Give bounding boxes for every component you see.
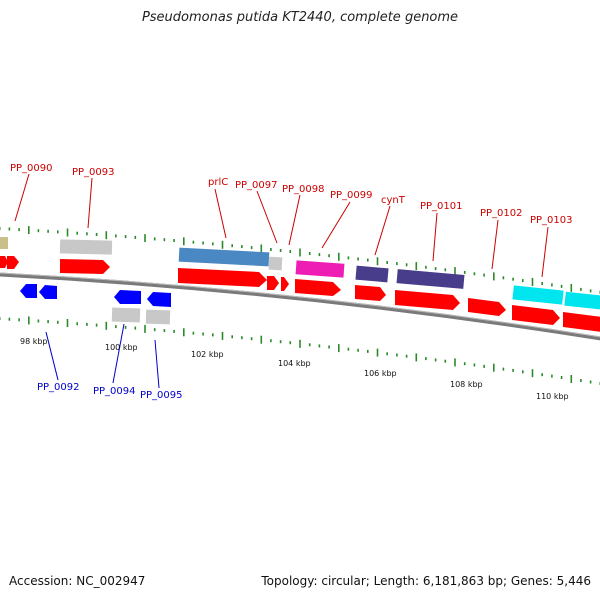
- leader-line: [321, 201, 351, 249]
- gene-label-PP_0097[interactable]: PP_0097: [235, 180, 278, 191]
- cds-arrow[interactable]: [355, 285, 386, 301]
- gene-bar-cyan-edge[interactable]: [564, 291, 600, 311]
- leader-line: [87, 177, 93, 229]
- gene-bar-gray-reverse[interactable]: [145, 309, 171, 325]
- gene-label-PP_0094[interactable]: PP_0094: [93, 386, 136, 397]
- leader-line: [45, 331, 59, 381]
- cds-arrow[interactable]: [7, 256, 19, 269]
- reverse-cds-track: [20, 284, 171, 325]
- gene-bar-navy[interactable]: [355, 265, 389, 283]
- gene-bar-magenta[interactable]: [295, 260, 345, 278]
- leader-line: [288, 194, 301, 246]
- gene-label-PP_0099[interactable]: PP_0099: [330, 190, 373, 201]
- gene-label-cynT[interactable]: cynT: [381, 195, 406, 206]
- gene-bar-gray[interactable]: [59, 239, 113, 255]
- gene-bar-gray-small[interactable]: [268, 256, 283, 271]
- gene-label-PP_0103[interactable]: PP_0103: [530, 215, 573, 226]
- gene-label-PP_0098[interactable]: PP_0098: [282, 184, 325, 195]
- kbp-label: 108 kbp: [450, 380, 483, 389]
- accession-text: Accession: NC_002947: [9, 574, 146, 588]
- cds-arrow[interactable]: [178, 268, 267, 287]
- kbp-label: 104 kbp: [278, 359, 311, 368]
- gene-bar-steelblue[interactable]: [178, 247, 270, 267]
- gene-label-PP_0093[interactable]: PP_0093: [72, 167, 115, 178]
- cds-arrow[interactable]: [468, 298, 506, 316]
- lower-tick-track: [0, 316, 600, 385]
- gene-label-PP_0102[interactable]: PP_0102: [480, 208, 523, 219]
- cds-reverse-arrow[interactable]: [20, 284, 37, 298]
- feature-track: [0, 237, 600, 311]
- cds-arrow[interactable]: [395, 290, 460, 310]
- map-title: Pseudomonas putida KT2440, complete geno…: [141, 10, 459, 25]
- cds-arrow[interactable]: [563, 312, 600, 333]
- cds-reverse-arrow[interactable]: [114, 290, 141, 304]
- leader-line: [214, 188, 227, 239]
- gene-label-PP_0101[interactable]: PP_0101: [420, 201, 463, 212]
- gene-bar-cyan[interactable]: [512, 285, 564, 305]
- cds-arrow[interactable]: [267, 276, 279, 290]
- leader-line: [256, 190, 278, 244]
- gene-bar-navy-long[interactable]: [396, 269, 465, 289]
- kbp-label: 110 kbp: [536, 392, 569, 401]
- leader-line: [432, 212, 438, 262]
- leader-line: [112, 323, 125, 384]
- cds-reverse-arrow[interactable]: [147, 292, 171, 307]
- genome-summary-text: Topology: circular; Length: 6,181,863 bp…: [261, 574, 591, 588]
- gene-label-PP_0090[interactable]: PP_0090: [10, 163, 53, 174]
- gene-bar-gray-reverse[interactable]: [111, 307, 141, 323]
- kbp-label: 102 kbp: [191, 350, 224, 359]
- genome-backbone: [0, 272, 600, 341]
- gene-label-PP_0095[interactable]: PP_0095: [140, 390, 183, 401]
- cds-reverse-arrow[interactable]: [39, 285, 57, 299]
- leader-line: [154, 339, 160, 389]
- gene-label-prlC[interactable]: prlC: [208, 177, 228, 188]
- leader-line: [541, 226, 549, 278]
- cds-arrow[interactable]: [512, 305, 560, 325]
- leader-line: [14, 173, 30, 222]
- leader-line: [491, 219, 499, 270]
- cds-arrow[interactable]: [295, 279, 341, 296]
- forward-cds-track: [0, 256, 600, 333]
- cds-arrow[interactable]: [60, 259, 110, 274]
- kbp-label: 106 kbp: [364, 369, 397, 378]
- gene-label-PP_0092[interactable]: PP_0092: [37, 382, 80, 393]
- upper-tick-track: [0, 226, 600, 294]
- genome-backbone-highlight: [0, 272, 600, 338]
- leader-line: [374, 205, 391, 256]
- gene-bar-olive[interactable]: [0, 237, 8, 249]
- cds-arrow[interactable]: [0, 256, 8, 268]
- kbp-label: 98 kbp: [20, 337, 48, 346]
- kbp-label: 100 kbp: [105, 343, 138, 352]
- cds-arrow[interactable]: [281, 277, 289, 291]
